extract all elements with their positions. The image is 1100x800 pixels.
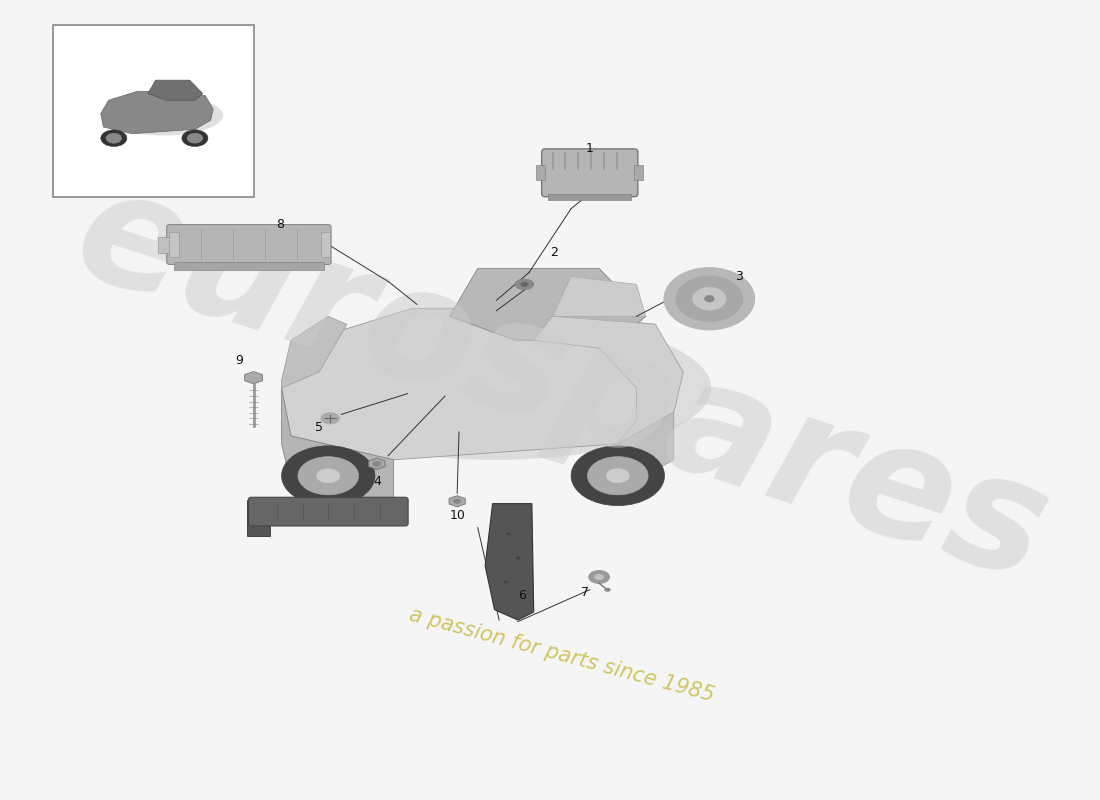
- Ellipse shape: [453, 499, 461, 503]
- Bar: [174, 262, 323, 270]
- Text: 4: 4: [373, 475, 381, 488]
- Ellipse shape: [516, 556, 520, 559]
- Ellipse shape: [704, 295, 714, 302]
- Bar: [246, 500, 270, 535]
- Polygon shape: [449, 496, 465, 507]
- Ellipse shape: [506, 532, 510, 535]
- Text: 8: 8: [276, 218, 284, 231]
- FancyBboxPatch shape: [541, 149, 638, 197]
- Ellipse shape: [282, 446, 375, 506]
- Text: 7: 7: [581, 586, 590, 599]
- FancyBboxPatch shape: [167, 225, 331, 265]
- Polygon shape: [368, 458, 385, 470]
- Text: 3: 3: [735, 270, 744, 283]
- Polygon shape: [485, 504, 534, 620]
- Polygon shape: [534, 316, 683, 444]
- Bar: [321, 232, 330, 257]
- Text: 1: 1: [586, 142, 594, 155]
- Ellipse shape: [101, 130, 127, 146]
- Ellipse shape: [102, 95, 223, 135]
- Ellipse shape: [373, 462, 381, 466]
- Bar: [158, 237, 169, 253]
- Polygon shape: [282, 308, 683, 460]
- Polygon shape: [552, 277, 646, 316]
- Ellipse shape: [676, 276, 742, 322]
- Text: 2: 2: [550, 246, 558, 259]
- Ellipse shape: [664, 268, 755, 330]
- Ellipse shape: [515, 279, 534, 290]
- Polygon shape: [282, 388, 394, 508]
- Text: 10: 10: [449, 509, 465, 522]
- Polygon shape: [244, 371, 263, 384]
- Ellipse shape: [588, 570, 609, 583]
- Bar: [536, 166, 546, 180]
- Polygon shape: [101, 91, 213, 134]
- Polygon shape: [282, 316, 346, 388]
- Ellipse shape: [182, 130, 208, 146]
- Ellipse shape: [321, 413, 340, 424]
- Ellipse shape: [504, 580, 508, 583]
- Text: a passion for parts since 1985: a passion for parts since 1985: [407, 605, 716, 706]
- Ellipse shape: [282, 316, 712, 460]
- Bar: [169, 232, 179, 257]
- Text: 6: 6: [518, 589, 526, 602]
- Ellipse shape: [106, 133, 122, 143]
- Text: eurospares: eurospares: [57, 154, 1066, 614]
- Polygon shape: [450, 269, 646, 340]
- Ellipse shape: [571, 446, 664, 506]
- Ellipse shape: [604, 588, 611, 592]
- Ellipse shape: [594, 574, 604, 580]
- Text: 9: 9: [235, 354, 243, 366]
- Bar: [548, 194, 631, 200]
- Ellipse shape: [520, 282, 528, 286]
- FancyBboxPatch shape: [249, 498, 408, 526]
- Polygon shape: [147, 80, 202, 100]
- Ellipse shape: [693, 287, 726, 310]
- Bar: [634, 166, 643, 180]
- Ellipse shape: [317, 469, 340, 483]
- Ellipse shape: [187, 133, 202, 143]
- Text: 5: 5: [315, 422, 323, 434]
- Ellipse shape: [606, 469, 629, 483]
- Ellipse shape: [298, 457, 359, 495]
- Polygon shape: [618, 412, 674, 492]
- Bar: [53, 26, 254, 197]
- Ellipse shape: [587, 457, 648, 495]
